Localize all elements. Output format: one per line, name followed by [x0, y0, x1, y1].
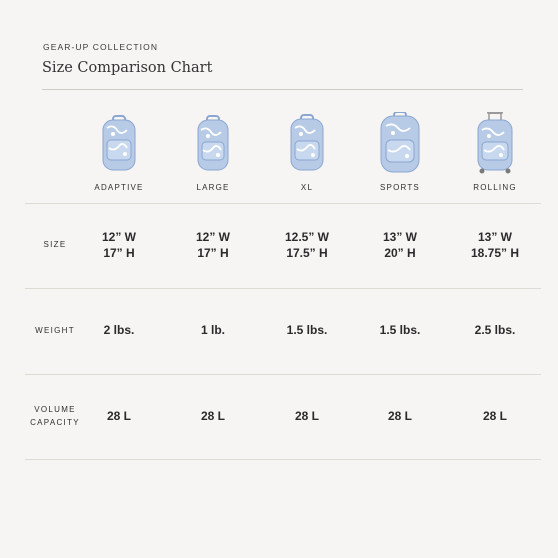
column-label-sports: SPORTS	[380, 183, 420, 192]
title-divider	[42, 89, 523, 90]
size-height: 18.75” H	[470, 246, 520, 260]
size-width: 12” W	[195, 230, 230, 244]
row-label-volume-line2: CAPACITY	[30, 418, 80, 427]
volume-cell-rolling: 28 L	[482, 409, 507, 423]
backpack-xl-icon	[267, 112, 347, 174]
row-label-volume: VOLUME CAPACITY	[20, 403, 90, 429]
size-cell-sports: 13” W 20” H	[360, 229, 440, 261]
row-divider	[25, 374, 541, 375]
weight-cell-adaptive: 2 lbs.	[103, 323, 135, 337]
weight-cell-sports: 1.5 lbs.	[379, 323, 421, 337]
backpack-adaptive-icon	[79, 112, 159, 174]
column-label-adaptive: ADAPTIVE	[94, 183, 144, 192]
size-width: 13” W	[382, 230, 417, 244]
row-divider	[25, 203, 541, 204]
volume-cell-adaptive: 28 L	[106, 409, 131, 423]
rolling-backpack-icon	[455, 112, 535, 174]
size-cell-rolling: 13” W 18.75” H	[455, 229, 535, 261]
size-width: 12.5” W	[284, 230, 329, 244]
row-divider	[25, 288, 541, 289]
backpack-sports-icon	[360, 112, 440, 174]
size-cell-adaptive: 12” W 17” H	[79, 229, 159, 261]
size-cell-xl: 12.5” W 17.5” H	[267, 229, 347, 261]
size-cell-large: 12” W 17” H	[173, 229, 253, 261]
size-width: 12” W	[101, 230, 136, 244]
column-label-large: LARGE	[196, 183, 230, 192]
size-height: 17” H	[197, 246, 229, 260]
row-divider	[25, 459, 541, 460]
row-label-size: SIZE	[43, 240, 67, 249]
size-width: 13” W	[477, 230, 512, 244]
weight-cell-rolling: 2.5 lbs.	[474, 323, 516, 337]
volume-cell-xl: 28 L	[294, 409, 319, 423]
size-height: 20” H	[384, 246, 416, 260]
row-label-weight: WEIGHT	[35, 326, 75, 335]
backpack-large-icon	[173, 112, 253, 174]
weight-cell-xl: 1.5 lbs.	[286, 323, 328, 337]
row-label-volume-line1: VOLUME	[34, 405, 76, 414]
weight-cell-large: 1 lb.	[200, 323, 225, 337]
volume-cell-sports: 28 L	[387, 409, 412, 423]
size-height: 17” H	[103, 246, 135, 260]
eyebrow-label: GEAR-UP COLLECTION	[43, 42, 159, 52]
size-height: 17.5” H	[286, 246, 328, 260]
page-title: Size Comparison Chart	[42, 60, 213, 76]
volume-cell-large: 28 L	[200, 409, 225, 423]
column-label-xl: XL	[300, 183, 314, 192]
column-label-rolling: ROLLING	[473, 183, 517, 192]
